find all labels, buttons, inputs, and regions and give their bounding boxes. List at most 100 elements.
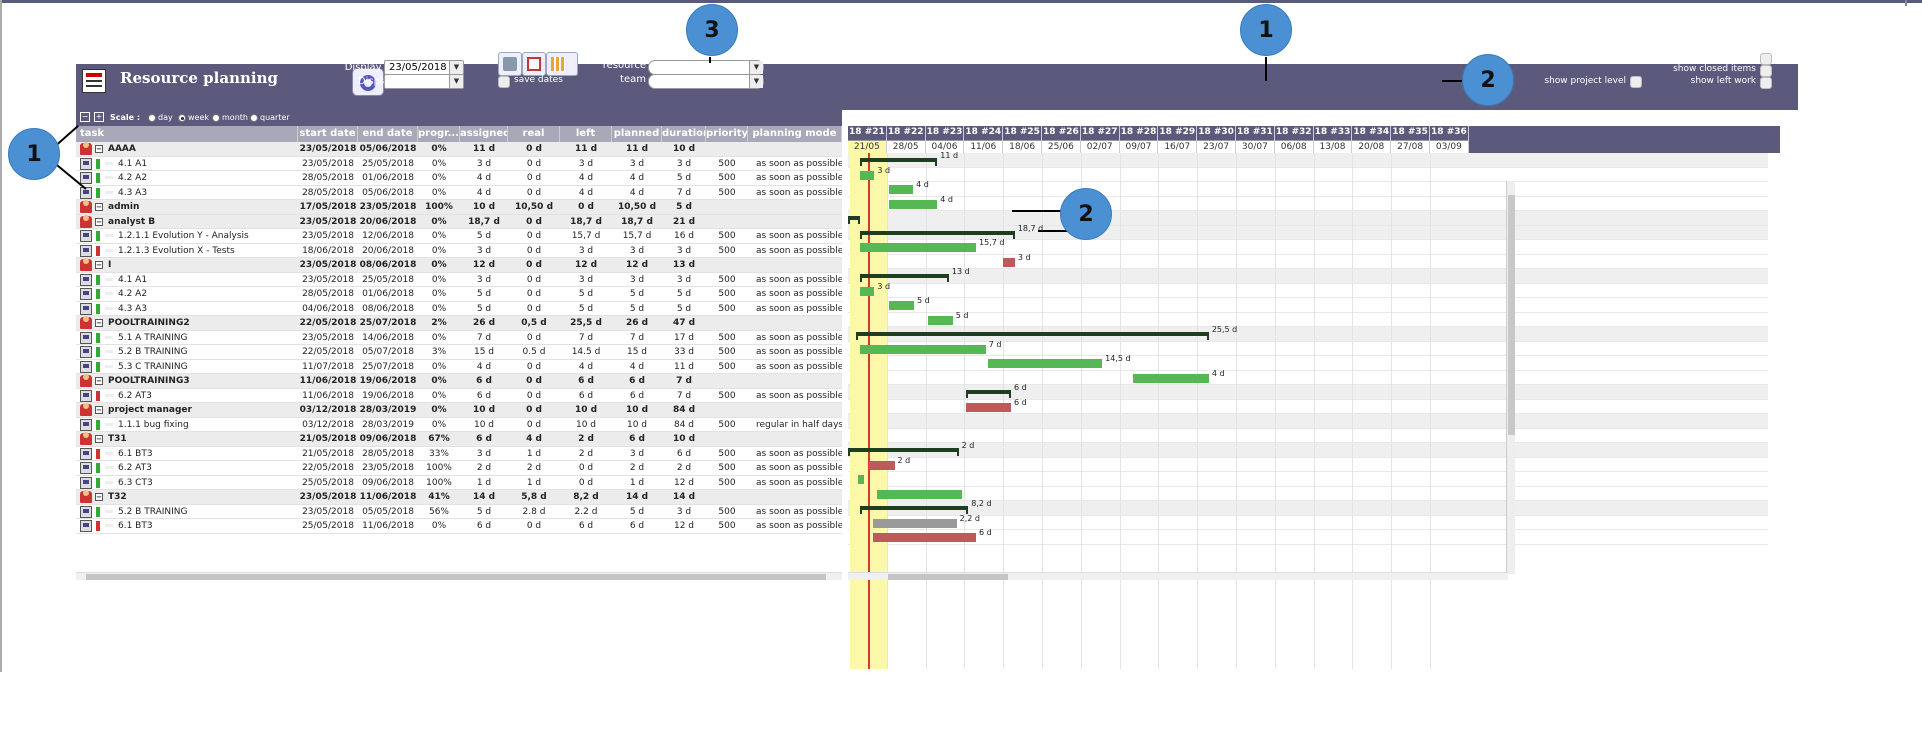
resource-group-row[interactable]: − analyst B 23/05/2018 20/06/2018 0% 18,7 d 0 …: [76, 214, 842, 229]
task-bar[interactable]: [859, 170, 875, 180]
collapse-toggle-icon[interactable]: −: [95, 435, 103, 443]
collapse-toggle-icon[interactable]: −: [95, 217, 103, 226]
task-bar[interactable]: [873, 518, 957, 528]
show-closed-items-checkbox[interactable]: [1760, 65, 1772, 77]
column-header-0[interactable]: task: [76, 126, 298, 142]
task-bar[interactable]: [888, 199, 938, 209]
task-row[interactable]: 1.2.1.1 Evolution Y - Analysis 23/05/2018…: [76, 229, 842, 244]
task-row[interactable]: 4.2 A2 28/05/2018 01/06/2018 0% 4 d 0 d 4 d 4 d…: [76, 171, 842, 186]
task-bar[interactable]: [877, 489, 963, 499]
refresh-gear-button[interactable]: [352, 68, 384, 96]
task-bar[interactable]: [966, 402, 1011, 412]
print-button[interactable]: [498, 52, 522, 76]
show-project-level-checkbox[interactable]: [1630, 76, 1642, 88]
task-row[interactable]: 5.2 B TRAINING 22/05/2018 05/07/2018 3% 15 d…: [76, 345, 842, 360]
task-bar[interactable]: [873, 533, 977, 542]
task-row[interactable]: 4.1 A1 23/05/2018 25/05/2018 0% 3 d 0 d 3 d 3 d…: [76, 157, 842, 171]
resource-group-row[interactable]: − AAAA 23/05/2018 05/06/2018 0% 11 d 0 d 11 d 11…: [76, 142, 842, 157]
display-from-input[interactable]: 23/05/2018 ▼: [384, 60, 464, 75]
scale-quarter-radio[interactable]: [250, 114, 258, 122]
resource-group-row[interactable]: − T32 23/05/2018 11/06/2018 41% 14 d 5,8 d 8,2 …: [76, 490, 842, 505]
scale-month-radio[interactable]: [212, 114, 220, 122]
task-bar[interactable]: [859, 286, 875, 296]
task-bar[interactable]: [859, 243, 977, 252]
collapse-toggle-icon[interactable]: −: [95, 261, 103, 269]
task-row[interactable]: 5.3 C TRAINING 11/07/2018 25/07/2018 0% 4 d 0…: [76, 360, 842, 374]
resource-group-row[interactable]: − I 23/05/2018 08/06/2018 0% 12 d 0 d 12 d 12 d 1…: [76, 258, 842, 273]
scale-day-radio[interactable]: [148, 114, 156, 122]
task-row[interactable]: 5.1 A TRAINING 23/05/2018 14/06/2018 0% 7 d 0…: [76, 331, 842, 345]
column-header-2[interactable]: end date: [358, 126, 418, 142]
task-row[interactable]: 6.1 BT3 21/05/2018 28/05/2018 33% 3 d 1 d 2 d 3…: [76, 447, 842, 461]
summary-bar[interactable]: [848, 448, 959, 456]
show-left-work-checkbox[interactable]: [1760, 77, 1772, 89]
column-header-9[interactable]: priority: [706, 126, 748, 142]
task-bar[interactable]: [857, 475, 864, 484]
task-bar[interactable]: [1133, 373, 1209, 383]
scale-week-radio[interactable]: [178, 114, 186, 122]
task-row[interactable]: 6.2 AT3 22/05/2018 23/05/2018 100% 2 d 2 d 0 d…: [76, 461, 842, 476]
vertical-scrollbar[interactable]: [1506, 181, 1515, 574]
column-header-8[interactable]: duration: [662, 126, 706, 142]
chevron-down-icon[interactable]: ▼: [449, 75, 463, 88]
gantt-scroll-thumb[interactable]: [888, 574, 1008, 580]
summary-bar[interactable]: [859, 274, 950, 282]
resource-group-row[interactable]: − T31 21/05/2018 09/06/2018 67% 6 d 4 d 2 d 6 d 1…: [76, 432, 842, 447]
resource-group-row[interactable]: − admin 17/05/2018 23/05/2018 100% 10 d 10,50 …: [76, 200, 842, 215]
task-row[interactable]: 4.1 A1 23/05/2018 25/05/2018 0% 3 d 0 d 3 d 3 d…: [76, 273, 842, 287]
resource-group-row[interactable]: − POOLTRAINING2 22/05/2018 25/07/2018 2% 26 d…: [76, 316, 842, 331]
task-row[interactable]: 4.3 A3 04/06/2018 08/06/2018 0% 5 d 0 d 5 d 5 d…: [76, 302, 842, 316]
task-row[interactable]: 4.3 A3 28/05/2018 05/06/2018 0% 4 d 0 d 4 d 4 d…: [76, 186, 842, 200]
collapse-toggle-icon[interactable]: −: [95, 319, 103, 327]
pdf-button[interactable]: [522, 52, 546, 76]
column-header-6[interactable]: left: [560, 126, 612, 142]
collapse-toggle-icon[interactable]: −: [95, 203, 103, 211]
resource-group-row[interactable]: − POOLTRAINING3 11/06/2018 19/06/2018 0% 6 d 0…: [76, 374, 842, 389]
column-header-1[interactable]: start date: [298, 126, 358, 142]
task-row[interactable]: 6.2 AT3 11/06/2018 19/06/2018 0% 6 d 0 d 6 d 6 …: [76, 389, 842, 403]
task-bar[interactable]: [869, 460, 895, 470]
chevron-down-icon[interactable]: ▼: [449, 61, 463, 74]
task-bar[interactable]: [1003, 257, 1015, 267]
team-select[interactable]: ▼: [648, 74, 764, 89]
column-header-7[interactable]: planned: [612, 126, 662, 142]
task-row[interactable]: 4.2 A2 28/05/2018 01/06/2018 0% 5 d 0 d 5 d 5 d…: [76, 287, 842, 302]
column-header-5[interactable]: real: [508, 126, 560, 142]
task-row[interactable]: 5.2 B TRAINING 23/05/2018 05/05/2018 56% 5 d…: [76, 505, 842, 519]
collapse-toggle-icon[interactable]: −: [95, 493, 103, 501]
table-horizontal-scrollbar[interactable]: [76, 572, 842, 580]
column-header-3[interactable]: progr...: [418, 126, 460, 142]
gantt-horizontal-scrollbar[interactable]: [848, 572, 1508, 580]
column-header-10[interactable]: planning mode: [748, 126, 842, 142]
expand-all-icon[interactable]: +: [94, 112, 104, 122]
scroll-thumb[interactable]: [1508, 195, 1515, 435]
summary-bar[interactable]: [966, 390, 1011, 398]
export-columns-button[interactable]: [546, 52, 578, 76]
collapse-toggle-icon[interactable]: −: [95, 145, 103, 153]
chevron-down-icon[interactable]: ▼: [749, 61, 763, 74]
task-bar[interactable]: [859, 344, 986, 354]
summary-bar[interactable]: [859, 506, 969, 514]
table-scroll-thumb[interactable]: [86, 574, 826, 580]
task-row[interactable]: 1.1.1 bug fixing 03/12/2018 28/03/2019 0% 10…: [76, 418, 842, 432]
resource-select[interactable]: ▼: [648, 60, 764, 75]
task-bar[interactable]: [888, 301, 914, 310]
task-bar[interactable]: [927, 315, 953, 325]
summary-bar[interactable]: [859, 230, 1015, 239]
collapse-all-icon[interactable]: −: [80, 112, 90, 122]
collapse-toggle-icon[interactable]: −: [95, 406, 103, 414]
task-row[interactable]: 6.3 CT3 25/05/2018 09/06/2018 100% 1 d 1 d 0 d…: [76, 476, 842, 490]
show-wbs-checkbox[interactable]: [1760, 53, 1772, 65]
task-bar[interactable]: [888, 185, 914, 194]
task-row[interactable]: 1.2.1.3 Evolution X - Tests 18/06/2018 20/…: [76, 244, 842, 258]
chevron-down-icon[interactable]: ▼: [749, 75, 763, 88]
task-bar[interactable]: [987, 359, 1103, 368]
display-to-input[interactable]: ▼: [384, 74, 464, 89]
summary-bar[interactable]: [859, 158, 938, 166]
collapse-toggle-icon[interactable]: −: [95, 377, 103, 385]
resource-group-row[interactable]: − project manager 03/12/2018 28/03/2019 0% 10…: [76, 403, 842, 418]
column-header-4[interactable]: assigned: [460, 126, 508, 142]
summary-bar[interactable]: [848, 216, 860, 224]
task-row[interactable]: 6.1 BT3 25/05/2018 11/06/2018 0% 6 d 0 d 6 d 6 …: [76, 519, 842, 534]
save-dates-checkbox[interactable]: [498, 76, 510, 88]
